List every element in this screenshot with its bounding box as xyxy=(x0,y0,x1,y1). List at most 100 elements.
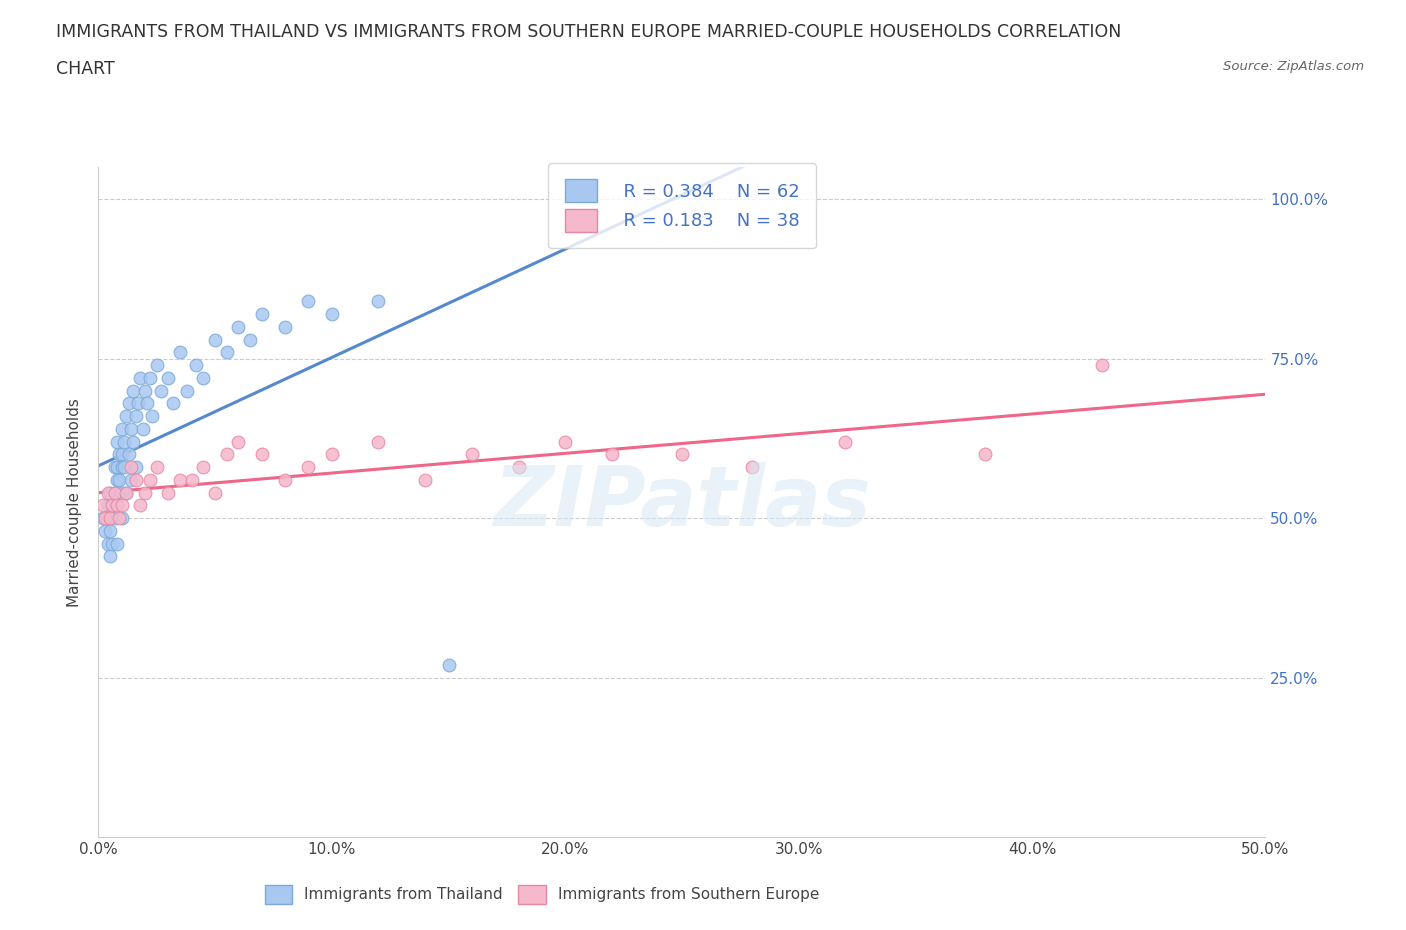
Point xyxy=(297,294,319,309)
Point xyxy=(297,459,319,474)
Text: IMMIGRANTS FROM THAILAND VS IMMIGRANTS FROM SOUTHERN EUROPE MARRIED-COUPLE HOUSE: IMMIGRANTS FROM THAILAND VS IMMIGRANTS F… xyxy=(56,23,1122,41)
Point xyxy=(146,358,169,373)
Point xyxy=(157,370,180,385)
Point xyxy=(98,485,121,500)
Point xyxy=(274,472,297,487)
Point xyxy=(108,472,131,487)
Point xyxy=(127,396,149,411)
Point xyxy=(554,434,576,449)
Text: CHART: CHART xyxy=(56,60,115,78)
Point xyxy=(134,485,156,500)
Point xyxy=(98,511,121,525)
Point xyxy=(118,447,141,462)
Point xyxy=(250,447,273,462)
Point xyxy=(129,370,152,385)
Point xyxy=(125,459,148,474)
Point xyxy=(111,485,134,500)
Point xyxy=(274,319,297,334)
Point xyxy=(162,396,184,411)
Point xyxy=(122,434,145,449)
Point xyxy=(112,434,135,449)
Point xyxy=(101,537,124,551)
Point xyxy=(91,498,114,512)
Point xyxy=(98,511,121,525)
Point xyxy=(111,447,134,462)
Point xyxy=(413,472,436,487)
Point xyxy=(108,447,131,462)
Point xyxy=(105,459,128,474)
Point xyxy=(104,459,127,474)
Point xyxy=(461,447,484,462)
Point xyxy=(125,472,148,487)
Point xyxy=(120,421,142,436)
Point xyxy=(111,498,134,512)
Point xyxy=(321,447,343,462)
Point xyxy=(105,472,128,487)
Point xyxy=(98,524,121,538)
Text: Source: ZipAtlas.com: Source: ZipAtlas.com xyxy=(1223,60,1364,73)
Point xyxy=(169,345,191,360)
Point xyxy=(132,421,155,436)
Point xyxy=(671,447,693,462)
Point xyxy=(1091,358,1114,373)
Point xyxy=(437,658,460,672)
Point xyxy=(111,511,134,525)
Point xyxy=(141,408,163,423)
Point xyxy=(105,498,128,512)
Point xyxy=(105,434,128,449)
Legend: Immigrants from Thailand, Immigrants from Southern Europe: Immigrants from Thailand, Immigrants fro… xyxy=(259,879,825,910)
Point xyxy=(97,485,120,500)
Point xyxy=(193,370,215,385)
Point xyxy=(136,396,159,411)
Point xyxy=(215,447,238,462)
Point xyxy=(118,396,141,411)
Point xyxy=(115,485,138,500)
Point xyxy=(228,434,250,449)
Point xyxy=(98,549,121,564)
Point xyxy=(111,421,134,436)
Point xyxy=(228,319,250,334)
Point xyxy=(101,498,124,512)
Point xyxy=(250,307,273,322)
Point xyxy=(134,383,156,398)
Point xyxy=(125,408,148,423)
Point xyxy=(101,498,124,512)
Point xyxy=(139,472,162,487)
Point xyxy=(104,485,127,500)
Y-axis label: Married-couple Households: Married-couple Households xyxy=(67,398,83,606)
Point xyxy=(204,485,226,500)
Point xyxy=(367,434,389,449)
Point xyxy=(120,472,142,487)
Point xyxy=(239,332,262,347)
Point xyxy=(104,511,127,525)
Point xyxy=(204,332,226,347)
Point xyxy=(169,472,191,487)
Point xyxy=(176,383,198,398)
Point xyxy=(91,511,114,525)
Point xyxy=(193,459,215,474)
Point xyxy=(105,498,128,512)
Point xyxy=(146,459,169,474)
Point xyxy=(741,459,763,474)
Point xyxy=(94,511,117,525)
Point xyxy=(215,345,238,360)
Point xyxy=(129,498,152,512)
Point xyxy=(139,370,162,385)
Point xyxy=(104,485,127,500)
Point xyxy=(112,459,135,474)
Text: ZIPatlas: ZIPatlas xyxy=(494,461,870,543)
Point xyxy=(180,472,202,487)
Point xyxy=(115,408,138,423)
Point xyxy=(834,434,856,449)
Point xyxy=(150,383,173,398)
Point xyxy=(108,511,131,525)
Point xyxy=(186,358,208,373)
Point xyxy=(97,537,120,551)
Point xyxy=(120,459,142,474)
Point xyxy=(94,524,117,538)
Point xyxy=(321,307,343,322)
Point xyxy=(974,447,997,462)
Point xyxy=(508,459,530,474)
Point xyxy=(600,447,623,462)
Point xyxy=(122,383,145,398)
